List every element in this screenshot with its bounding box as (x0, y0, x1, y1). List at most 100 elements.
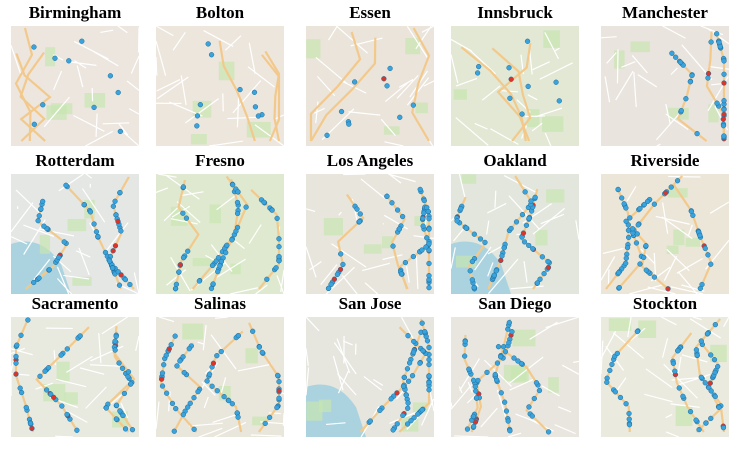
minor-road (306, 246, 317, 278)
location-marker (177, 262, 183, 268)
minor-road (348, 111, 381, 116)
location-marker (533, 380, 540, 386)
location-marker (419, 320, 425, 326)
location-marker (191, 395, 197, 401)
location-marker (422, 328, 428, 335)
location-marker (77, 333, 83, 339)
minor-road (557, 406, 572, 413)
minor-road (331, 243, 367, 268)
minor-road (423, 80, 434, 87)
water-area (11, 241, 71, 294)
minor-road (606, 52, 617, 64)
location-marker (410, 253, 416, 260)
location-marker (705, 252, 711, 258)
location-marker (217, 263, 223, 269)
location-marker (408, 418, 414, 424)
location-marker (324, 132, 330, 138)
park-area (708, 104, 719, 123)
minor-road (85, 130, 114, 146)
location-marker (36, 213, 42, 219)
park-area (453, 89, 467, 100)
location-marker (79, 38, 85, 44)
minor-road (631, 55, 648, 74)
minor-road (250, 434, 282, 437)
location-marker (482, 239, 488, 246)
minor-road (234, 240, 245, 250)
minor-road (58, 174, 84, 192)
minor-road (388, 174, 402, 184)
location-marker (511, 355, 517, 361)
minor-road (185, 98, 220, 124)
location-marker (623, 260, 629, 266)
location-marker (93, 229, 100, 235)
location-marker (607, 367, 613, 374)
minor-road (172, 31, 186, 51)
minor-road (342, 340, 353, 346)
location-marker (25, 317, 31, 323)
location-marker (116, 360, 122, 366)
park-area (306, 39, 321, 59)
location-marker (669, 50, 675, 56)
location-marker (112, 243, 119, 249)
location-marker (209, 383, 215, 389)
minor-road (677, 373, 711, 386)
city-panel: Salinas (150, 293, 290, 437)
minor-road (341, 275, 358, 294)
location-marker (417, 186, 423, 193)
location-marker (721, 106, 727, 113)
location-marker (276, 243, 282, 250)
minor-road (104, 222, 129, 254)
park-area (666, 245, 679, 255)
location-marker (404, 421, 411, 427)
minor-road (480, 407, 498, 428)
minor-road (133, 272, 139, 294)
minor-road (406, 26, 429, 60)
location-marker (180, 354, 186, 360)
location-marker (693, 417, 699, 423)
minor-road (544, 32, 560, 60)
park-area (667, 188, 688, 198)
location-marker (191, 426, 197, 432)
minor-road (75, 250, 91, 258)
location-marker (697, 232, 703, 239)
park-area (182, 323, 204, 340)
location-marker (390, 243, 396, 249)
location-marker (234, 210, 241, 217)
location-marker (206, 371, 213, 377)
minor-road (709, 201, 729, 214)
location-marker (40, 198, 46, 205)
location-marker (129, 427, 136, 433)
location-marker (405, 405, 411, 411)
location-marker (526, 215, 532, 222)
minor-road (326, 422, 346, 426)
minor-road (343, 174, 366, 176)
location-marker (215, 269, 221, 275)
location-marker (125, 369, 132, 375)
location-marker (503, 408, 510, 414)
location-marker (234, 199, 241, 206)
minor-road (629, 283, 665, 294)
location-marker (194, 123, 200, 129)
minor-road (276, 275, 284, 294)
location-marker (14, 342, 20, 348)
city-title: Riverside (630, 151, 700, 170)
minor-road (216, 193, 238, 211)
minor-road (117, 26, 128, 34)
location-marker (711, 357, 718, 363)
location-marker (528, 198, 534, 204)
minor-road (11, 236, 28, 245)
location-marker (338, 251, 344, 257)
location-marker (183, 215, 190, 221)
location-marker (194, 113, 201, 119)
location-marker (545, 429, 552, 435)
minor-road (306, 348, 309, 366)
park-area (543, 30, 560, 48)
minor-road (95, 113, 98, 137)
minor-road (663, 363, 698, 399)
minor-road (575, 220, 579, 240)
location-marker (426, 379, 432, 386)
city-map (601, 174, 729, 294)
minor-road (604, 76, 611, 103)
location-marker (492, 371, 498, 378)
location-marker (31, 279, 37, 286)
